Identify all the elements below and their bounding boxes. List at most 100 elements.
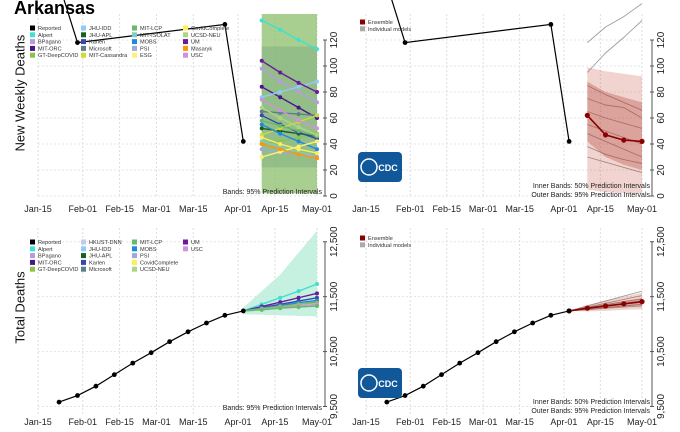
panel-total-ensemble: Jan-15 Feb-01 Feb-15 Mar-01 Mar-15 Apr-01 Apr-…: [352, 226, 667, 427]
series-line-esg: [261, 140, 318, 158]
reported-point: [402, 393, 408, 398]
legend-label: UCSD-NEU: [191, 33, 221, 39]
series-point: [259, 155, 264, 159]
reported-point: [222, 22, 228, 27]
legend-label: MIT-ORC: [38, 260, 62, 266]
legend-swatch: [360, 19, 365, 25]
panel-weekly-models: Jan-15 Feb-01 Feb-15 Mar-01 Mar-15 Apr-01 Apr-…: [24, 0, 340, 214]
series-point: [296, 147, 301, 152]
series-point: [296, 112, 301, 117]
x-tick-label: Feb-15: [105, 417, 134, 427]
series-point: [278, 108, 283, 113]
x-tick-label: Mar-01: [469, 417, 498, 427]
y-tick-label: 20: [656, 164, 667, 176]
x-tick-label: Apr-15: [587, 204, 614, 214]
ensemble-point: [639, 138, 645, 144]
series-point: [296, 105, 301, 110]
y-tick-label: 120: [656, 31, 667, 48]
x-tick-label: May-01: [627, 417, 657, 427]
cdc-logo-emblem: [360, 158, 378, 176]
series-line-mobs: [261, 123, 318, 150]
panel-total-models: Jan-15 Feb-01 Feb-15 Mar-01 Mar-15 Apr-01 Apr-…: [24, 226, 340, 427]
ensemble-point: [602, 303, 609, 309]
x-tick-label: Feb-01: [68, 204, 97, 214]
reported-point: [167, 339, 173, 345]
series-point: [315, 113, 319, 118]
legend-label: UM: [191, 240, 200, 246]
legend-swatch: [81, 239, 86, 245]
reported-point: [111, 372, 117, 378]
reported-point: [530, 320, 536, 326]
series-point: [278, 147, 283, 152]
outer-bands-note: Outer Bands: 95% Prediction Intervals: [531, 192, 650, 199]
series-point: [278, 116, 283, 120]
ensemble-point: [621, 301, 627, 307]
series-point: [278, 131, 283, 136]
individual-model-line: [587, 85, 643, 111]
legend-label: Individual models: [368, 243, 411, 249]
series-point: [296, 135, 301, 140]
reported-line: [63, 0, 244, 142]
inner-bands-note: Inner Bands: 50% Prediction Intervals: [533, 183, 651, 190]
series-point: [278, 27, 283, 32]
x-tick-label: Apr-15: [587, 417, 614, 427]
legend-swatch: [132, 39, 137, 45]
x-tick-label: Jan-15: [352, 417, 380, 427]
series-point: [259, 18, 264, 23]
individual-model-line: [587, 98, 643, 119]
legend-label: UM: [191, 40, 200, 46]
reported-point: [439, 372, 444, 378]
legend-label: JHU-APL: [89, 33, 112, 39]
y-tick-label: 0: [329, 193, 340, 199]
reported-line: [391, 0, 570, 142]
legend-swatch: [183, 32, 188, 38]
series-point: [296, 90, 301, 94]
y-tick-label: 80: [656, 86, 667, 98]
legend-label: Ensemble: [368, 20, 393, 26]
legend-swatch: [30, 39, 35, 45]
legend-label: MOBS: [140, 247, 157, 253]
ensemble-point: [584, 305, 590, 311]
legend-label: JHU-IDD: [89, 26, 111, 32]
y-tick-label: 12,500: [656, 226, 667, 257]
reported-point: [130, 360, 136, 366]
reported-point: [512, 329, 517, 335]
series-point: [296, 289, 301, 294]
series-point: [259, 84, 264, 89]
series-point: [296, 152, 301, 157]
series-point: [259, 97, 264, 102]
reported-point: [204, 320, 209, 326]
series-line-mit-lcp: [261, 119, 318, 137]
x-tick-label: Apr-01: [550, 417, 577, 427]
x-tick-label: Apr-15: [261, 204, 288, 214]
legend-swatch: [360, 26, 365, 32]
prediction-band: [243, 230, 317, 317]
x-tick-label: Feb-01: [396, 417, 425, 427]
x-tick-label: Apr-01: [225, 204, 252, 214]
legend-swatch: [132, 25, 137, 31]
legend-label: Karlen: [89, 40, 105, 46]
reported-point: [222, 312, 228, 318]
legend-label: Reported: [38, 26, 61, 32]
y-tick-label: 9,500: [329, 394, 340, 419]
series-point: [296, 80, 301, 85]
series-point: [315, 151, 319, 156]
legend-label: Reported: [38, 240, 61, 246]
series-point: [296, 129, 301, 133]
series-point: [259, 147, 264, 152]
reported-line: [58, 310, 244, 403]
legend-swatch: [30, 32, 35, 38]
series-point: [315, 90, 319, 94]
series-point: [278, 142, 283, 146]
legend-label: Karlen: [89, 260, 105, 266]
series-point: [278, 123, 283, 128]
y-tick-label: 60: [656, 112, 667, 124]
legend-swatch: [360, 242, 365, 248]
cdc-logo-text: CDC: [378, 379, 398, 389]
individual-model-line: [587, 156, 643, 174]
legend-swatch: [132, 246, 137, 252]
series-point: [315, 303, 319, 308]
legend-swatch: [81, 52, 86, 58]
series-point: [278, 295, 283, 300]
y-tick-label: 40: [656, 138, 667, 150]
